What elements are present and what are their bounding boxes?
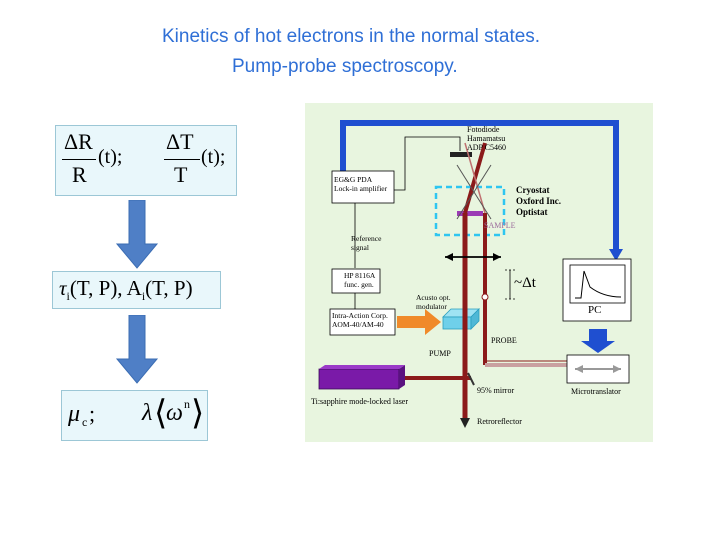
a-args: (T, P) — [145, 276, 193, 300]
tau-symbol: τ — [59, 276, 67, 300]
acousto-label-1: Acusto opt. — [416, 293, 451, 302]
mu-subscript: c — [82, 415, 88, 429]
pump-label: PUMP — [429, 349, 451, 358]
t-argument-1: (t); — [98, 146, 123, 168]
pc-label: PC — [588, 304, 602, 316]
acousto-label-2: modulator — [416, 302, 447, 311]
photodiode-wire — [393, 136, 461, 191]
title-line-2: Pump-probe spectroscopy. — [232, 56, 458, 77]
lockin-label-1: EG&G PDA — [334, 175, 373, 184]
a-subscript: i — [141, 289, 146, 304]
reference-label-2: signal — [351, 243, 369, 252]
sample-label: SAMPLE — [484, 221, 516, 230]
semicolon: ; — [89, 401, 96, 426]
signal-cable-arrowhead — [609, 249, 623, 261]
r-denominator: R — [72, 162, 87, 187]
signal-cable — [340, 120, 619, 253]
aom-cube-side — [470, 308, 480, 330]
modulator-driver-box — [329, 308, 396, 336]
funcgen-label-1: HP 8116A — [344, 271, 376, 280]
formula-reflectance-transmittance: ΔR R (t); ΔT T (t); — [55, 125, 237, 196]
funcgen-box — [331, 268, 381, 294]
delay-label: ~Δt — [514, 275, 536, 291]
delta-t-numerator: ΔT — [166, 129, 194, 154]
formula-relaxation-text: τi(T, P), Ai(T, P) — [59, 276, 193, 304]
cross-2 — [456, 164, 492, 220]
formula-coupling: μ c ; λ ⟨ ω n ⟩ — [61, 390, 208, 441]
laser-side — [399, 365, 405, 389]
mirror-label: 95% mirror — [477, 386, 515, 395]
title-line-1: Kinetics of hot electrons in the normal … — [162, 26, 541, 47]
microtranslator-arrow-left — [575, 365, 583, 373]
tau-args: (T, P), — [69, 276, 123, 300]
reference-label-1: Reference — [351, 234, 382, 243]
modulator-driver-label-2: AOM-40/AM-40 — [332, 320, 384, 329]
probe-label: PROBE — [491, 336, 517, 345]
fraction-bar-r — [62, 159, 96, 160]
mirror — [467, 372, 475, 386]
photodiode-label-2: Hamamatsu — [467, 134, 506, 143]
photodiode-label-1: Fotodiode — [467, 125, 500, 134]
cryostat-label: Cryostat Oxford Inc. Optistat — [516, 185, 561, 218]
right-angle-bracket: ⟩ — [191, 395, 205, 432]
pc-blue-arrow — [581, 329, 615, 353]
photodiode — [450, 152, 472, 157]
acousto-label: Acusto opt. modulator — [416, 293, 451, 311]
cryostat-box — [434, 185, 506, 237]
pc-signal-curve — [575, 270, 622, 299]
setup-drawing — [318, 120, 632, 428]
lambda-symbol: λ — [142, 400, 153, 426]
lockin-box — [331, 170, 395, 204]
microtranslator-label: Microtranslator — [571, 387, 621, 396]
omega-symbol: ω — [166, 400, 183, 426]
modulator-driver-label-1: Intra-Action Corp. — [332, 311, 388, 320]
modulator-driver-label: Intra-Action Corp. AOM-40/AM-40 — [332, 311, 388, 329]
probe-dot — [481, 293, 489, 301]
cryostat-label-1: Cryostat — [516, 185, 550, 195]
delta-r-numerator: ΔR — [64, 129, 93, 154]
lens-arrow-right — [493, 253, 501, 261]
fraction-bar-t — [164, 159, 200, 160]
cryostat-label-2: Oxford Inc. — [516, 196, 561, 206]
probe-beam-incident — [464, 142, 486, 214]
pump-probe-setup-diagram: Fotodiode Hamamatsu ADP C5460 EG&G PDA L… — [305, 103, 653, 442]
microtranslator-arrow-right — [613, 365, 621, 373]
down-arrow-2 — [115, 315, 159, 384]
t-denominator: T — [174, 162, 188, 187]
photodiode-label-3: ADP C5460 — [467, 143, 507, 152]
cryostat-label-3: Optistat — [516, 207, 548, 217]
photodiode-label: Fotodiode Hamamatsu ADP C5460 — [467, 125, 506, 152]
sample — [457, 211, 483, 216]
funcgen-label-2: func. gen. — [344, 280, 374, 289]
lockin-label: EG&G PDA Lock-in amplifier — [334, 175, 387, 193]
retroreflector — [460, 418, 470, 428]
left-angle-bracket: ⟨ — [154, 395, 168, 432]
tau-subscript: i — [66, 289, 70, 304]
omega-superscript: n — [184, 397, 190, 411]
t-argument-2: (t); — [201, 146, 226, 168]
lockin-label-2: Lock-in amplifier — [334, 184, 388, 193]
mu-symbol: μ — [68, 401, 81, 427]
down-arrow-1 — [115, 200, 159, 269]
a-symbol: A — [126, 276, 142, 300]
laser-label: Ti:sapphire mode-locked laser — [311, 397, 409, 406]
orange-arrow — [397, 309, 441, 335]
laser-top — [319, 365, 405, 369]
funcgen-label: HP 8116A func. gen. — [344, 271, 375, 289]
reference-label: Reference signal — [351, 234, 381, 252]
formula-relaxation: τi(T, P), Ai(T, P) — [52, 271, 221, 309]
laser — [318, 368, 400, 390]
retroreflector-label: Retroreflector — [477, 417, 522, 426]
lens-arrow-left — [445, 253, 453, 261]
